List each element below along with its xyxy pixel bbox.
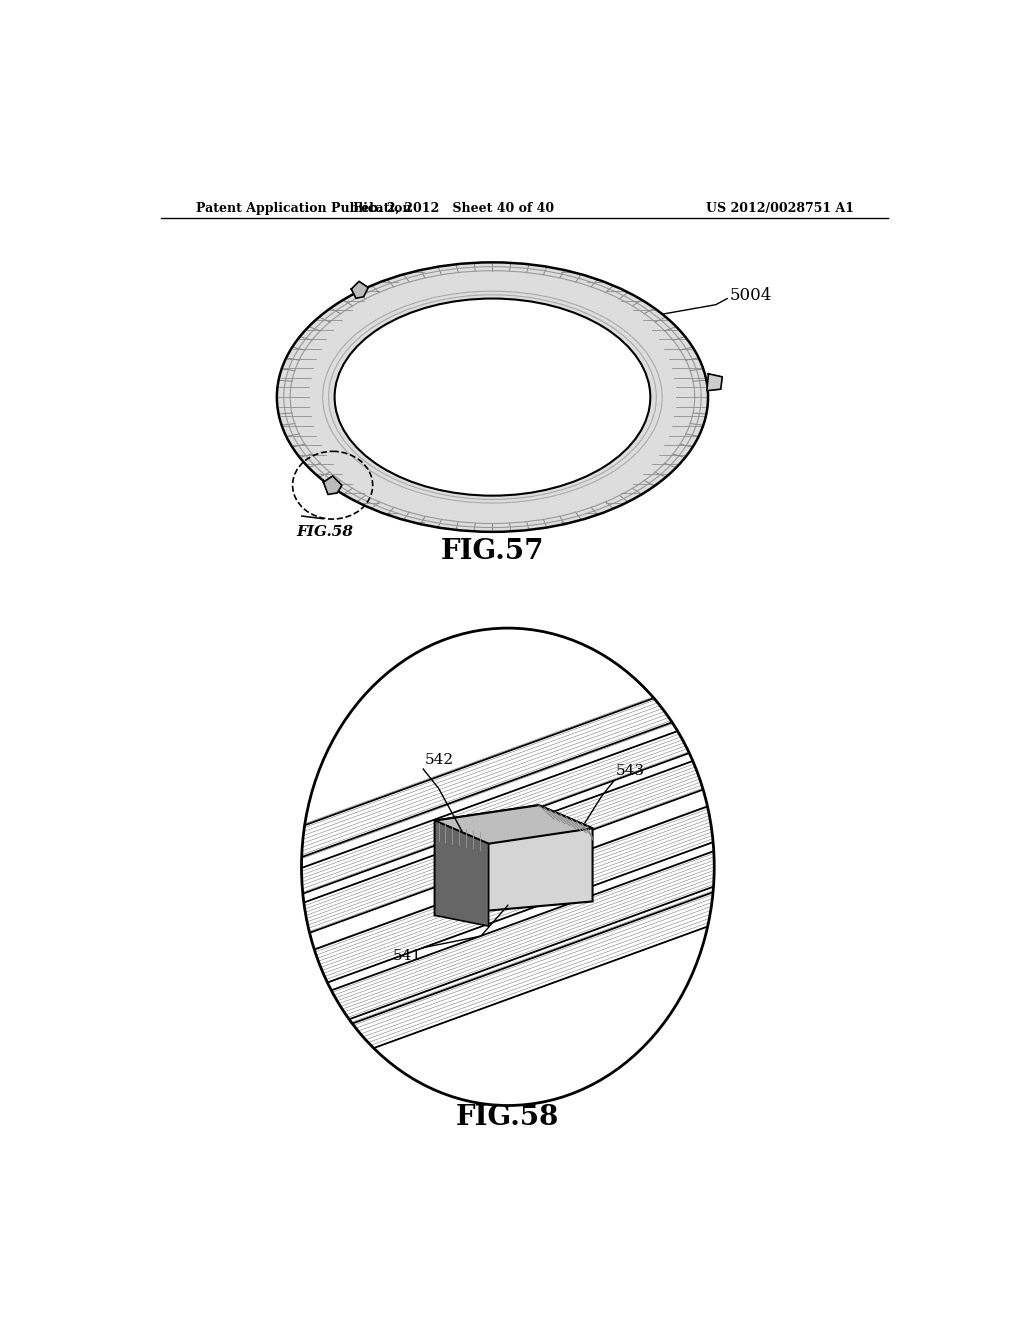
Polygon shape [0, 470, 1020, 1320]
Text: US 2012/0028751 A1: US 2012/0028751 A1 [707, 202, 854, 215]
Text: 542: 542 [425, 752, 454, 767]
Polygon shape [0, 255, 1020, 1279]
Polygon shape [351, 281, 369, 298]
Text: Feb. 2, 2012   Sheet 40 of 40: Feb. 2, 2012 Sheet 40 of 40 [353, 202, 555, 215]
Polygon shape [0, 255, 1020, 1279]
Polygon shape [435, 805, 593, 843]
Polygon shape [0, 294, 1019, 1316]
Polygon shape [324, 477, 342, 495]
Polygon shape [0, 331, 1020, 1320]
Ellipse shape [335, 298, 650, 495]
Polygon shape [0, 294, 1019, 1316]
Polygon shape [0, 432, 1020, 1320]
Polygon shape [0, 432, 1020, 1320]
Text: FIG.57: FIG.57 [440, 537, 544, 565]
Polygon shape [435, 821, 488, 927]
Polygon shape [0, 384, 1021, 1320]
Polygon shape [707, 374, 722, 391]
Polygon shape [0, 384, 1021, 1320]
Text: 5004: 5004 [730, 286, 772, 304]
Polygon shape [435, 805, 593, 915]
Text: 543: 543 [615, 764, 645, 779]
Polygon shape [0, 331, 1020, 1320]
Ellipse shape [276, 263, 708, 532]
Ellipse shape [301, 628, 714, 1105]
Text: FIG.58: FIG.58 [296, 525, 353, 539]
Polygon shape [0, 470, 1020, 1320]
Text: Patent Application Publication: Patent Application Publication [196, 202, 412, 215]
Text: FIG.58: FIG.58 [456, 1104, 559, 1130]
Text: 541: 541 [392, 949, 422, 964]
